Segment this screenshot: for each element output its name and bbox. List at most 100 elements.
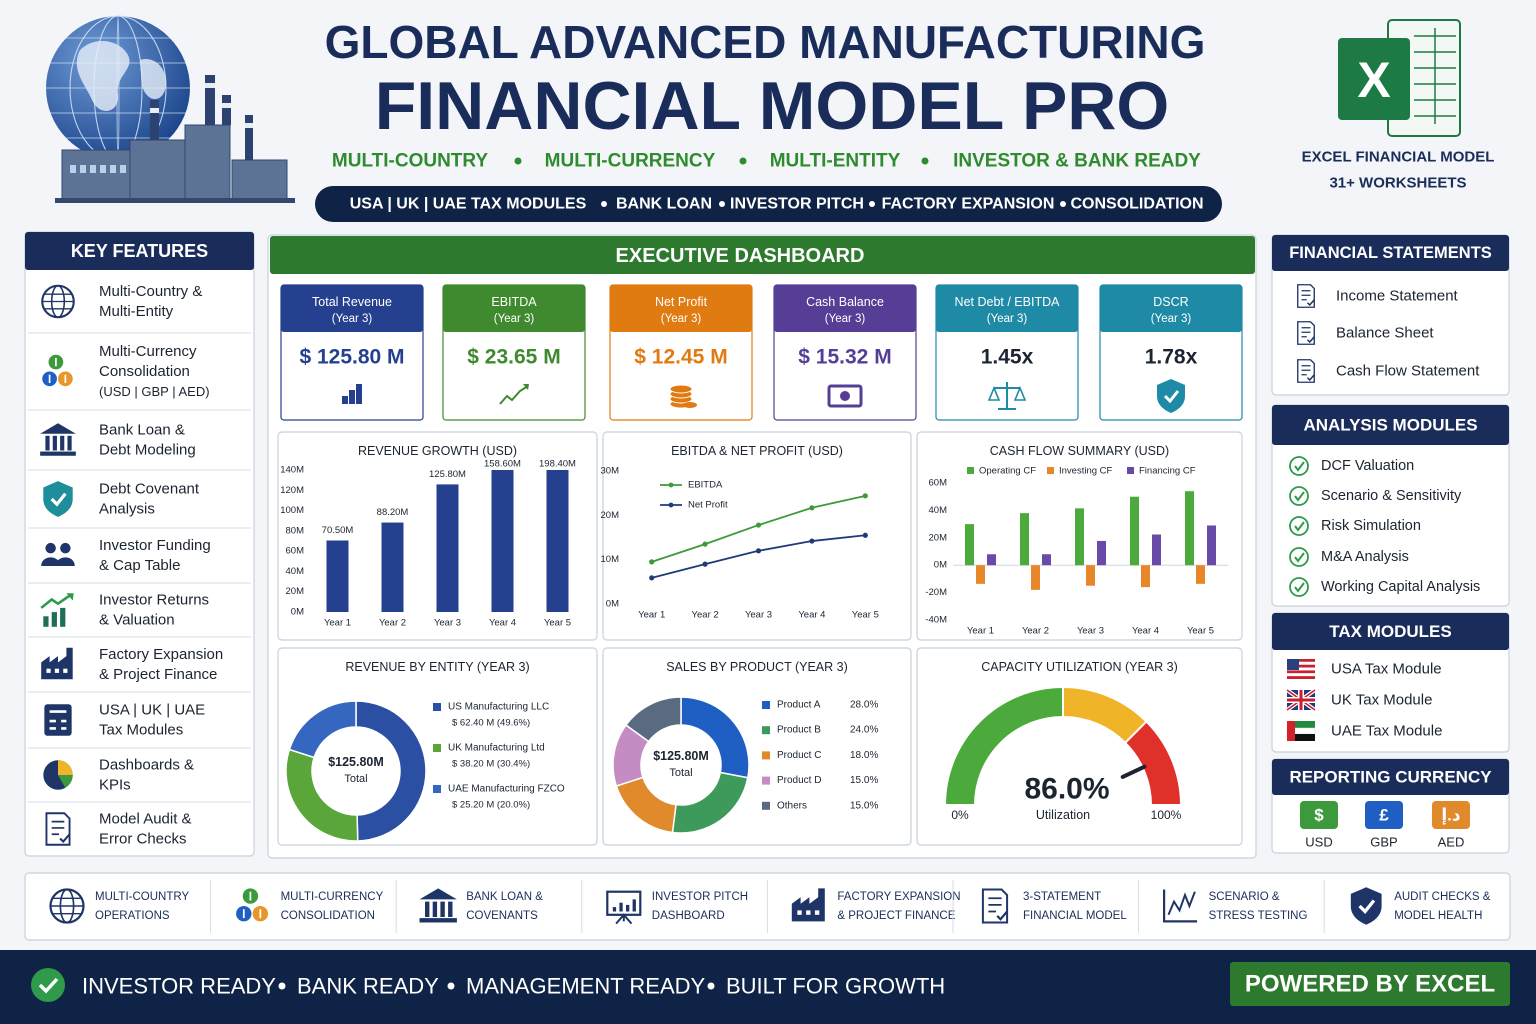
point: [755, 522, 762, 528]
kpi-value: 1.78x: [1145, 346, 1198, 369]
icon-part: [1358, 899, 1376, 914]
legend-label: Product A: [777, 700, 821, 711]
icon-part: [242, 891, 262, 919]
icon-part: [1287, 676, 1315, 679]
data-label: 18.0%: [850, 750, 878, 761]
icon: [1350, 887, 1382, 925]
list-item: Income Statement: [1336, 288, 1459, 305]
icon-part: [523, 384, 529, 390]
legend-label: Product C: [777, 750, 821, 761]
icon: [49, 888, 85, 924]
chimney-stripe: [245, 123, 253, 128]
x-tick-label: Year 3: [745, 610, 772, 621]
badge-text: 31+ WORKSHEETS: [1329, 175, 1466, 192]
icon: [44, 704, 72, 736]
kpi-label: EBITDA: [491, 295, 537, 309]
factory-window: [70, 165, 76, 173]
icon-part: [60, 542, 71, 554]
factory-building: [231, 159, 288, 201]
icon-part: [1287, 721, 1295, 741]
panel-title: TAX MODULES: [1329, 622, 1451, 641]
x-tick-label: Year 5: [1187, 626, 1214, 637]
strip-text: MODEL HEALTH: [1394, 910, 1482, 922]
y-tick-label: 20M: [286, 586, 305, 597]
icon: [1157, 379, 1185, 413]
bar: [1185, 491, 1194, 566]
separator-dot: [869, 201, 875, 207]
legend-label: Net Profit: [688, 500, 728, 511]
data-label: 24.0%: [850, 725, 878, 736]
strip-text: SCENARIO &: [1209, 891, 1280, 903]
x-tick-label: Year 1: [324, 618, 351, 629]
icon: [40, 593, 74, 627]
factory-window: [90, 165, 96, 173]
icon-part: [1287, 659, 1299, 670]
y-tick-label: 80M: [286, 525, 305, 536]
legend-label: US Manufacturing LLC: [448, 702, 549, 713]
icon-part: [1294, 491, 1305, 502]
currency-symbol: $: [1314, 806, 1324, 825]
icon-part: [615, 913, 633, 925]
bar: [1042, 554, 1051, 566]
data-label: $ 25.20 M (20.0%): [452, 800, 530, 811]
kpi-value: $ 15.32 M: [798, 346, 891, 369]
icon: [669, 384, 697, 409]
currency-badge: [1432, 801, 1470, 829]
data-label: $ 62.40 M (49.6%): [452, 718, 530, 729]
icon-part: [48, 357, 67, 384]
icon: [791, 888, 825, 922]
footer-check-mark: [38, 977, 59, 994]
y-tick-label: 10M: [601, 554, 620, 565]
icon-part: [60, 607, 66, 627]
kpi-header: [774, 285, 916, 332]
list-item: UK Tax Module: [1331, 692, 1432, 709]
bar: [1020, 513, 1029, 566]
list-item: DCF Valuation: [1321, 458, 1414, 474]
chart-title: REVENUE GROWTH (USD): [358, 444, 517, 458]
kpi-period: (Year 3): [494, 313, 535, 325]
bar: [1207, 525, 1216, 566]
separator-dot: [1060, 201, 1066, 207]
bar: [987, 554, 996, 566]
icon-part: [1294, 521, 1305, 532]
x-tick-label: Year 2: [692, 610, 719, 621]
kpi-period: (Year 3): [661, 313, 702, 325]
icon-part: [612, 907, 617, 912]
icon-part: [1301, 365, 1311, 376]
factory-building: [129, 139, 191, 201]
kpi-label: Net Debt / EBITDA: [955, 295, 1061, 309]
icon-part: [1289, 486, 1309, 506]
icon: [1286, 721, 1316, 741]
separator-dot: [278, 982, 286, 990]
icon-part: [51, 612, 57, 627]
icon-part: [440, 901, 445, 917]
bar: [1086, 565, 1095, 586]
feature-text: & Project Finance: [99, 666, 217, 683]
icon-part: [1287, 721, 1315, 728]
legend-swatch: [762, 726, 770, 735]
icon: [419, 888, 457, 923]
icon: [1285, 688, 1317, 712]
legend-swatch: [1047, 467, 1054, 474]
kpi-period: (Year 3): [987, 313, 1028, 325]
chimney-stripe: [150, 108, 159, 113]
point: [862, 493, 868, 499]
bar: [1196, 565, 1205, 584]
tagline: MULTI-CURRENCY: [545, 151, 716, 172]
chart-title: SALES BY PRODUCT (YEAR 3): [666, 660, 848, 674]
feature-text: Factory Expansion: [99, 646, 223, 663]
y-tick-label: 0M: [291, 607, 304, 618]
legend-swatch: [433, 703, 441, 711]
icon: [606, 890, 642, 925]
donut-slice: [624, 696, 682, 743]
icon-part: [40, 451, 76, 456]
point: [702, 541, 708, 547]
icon-part: [54, 668, 60, 673]
legend-swatch: [762, 801, 770, 810]
strip-text: STRESS TESTING: [1209, 910, 1308, 922]
strip-text: & PROJECT FINANCE: [837, 910, 955, 922]
y-tick-label: -20M: [925, 587, 947, 598]
kpi-period: (Year 3): [1151, 313, 1192, 325]
kpi-label: Net Profit: [655, 295, 708, 309]
gauge-value: 86.0%: [1024, 773, 1109, 806]
